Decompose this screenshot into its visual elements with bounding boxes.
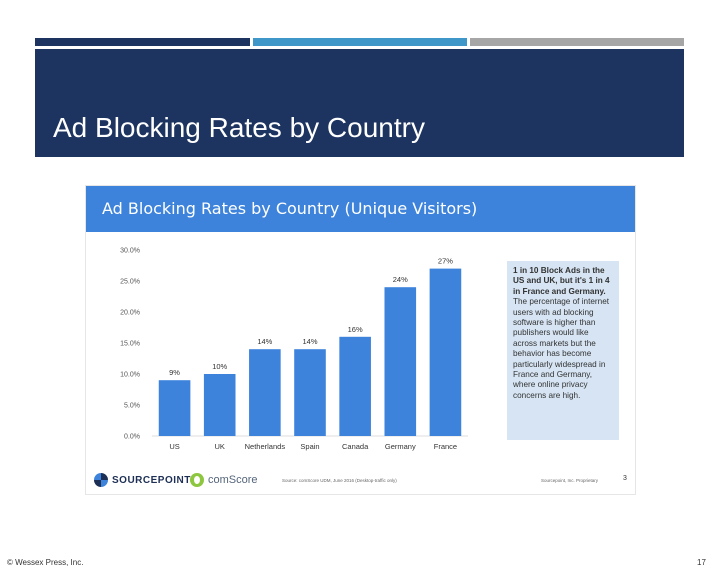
data-label: 9% xyxy=(169,368,180,377)
x-tick-label: US xyxy=(169,442,179,451)
x-tick-label: Netherlands xyxy=(245,442,286,451)
x-tick-label: UK xyxy=(215,442,225,451)
bar xyxy=(339,336,371,436)
bar xyxy=(294,349,326,436)
source-note: Source: comScore UDM, June 2016 (Desktop… xyxy=(282,478,397,483)
chart-header: Ad Blocking Rates by Country (Unique Vis… xyxy=(86,186,635,232)
comscore-logo-text: comScore xyxy=(208,474,258,486)
y-tick-label: 30.0% xyxy=(120,248,140,255)
callout-body: The percentage of internet users with ad… xyxy=(513,297,610,400)
y-tick-label: 20.0% xyxy=(120,310,140,317)
x-tick-label: Germany xyxy=(385,442,416,451)
title-band: Ad Blocking Rates by Country xyxy=(35,49,684,157)
data-label: 10% xyxy=(212,362,227,371)
callout-headline: 1 in 10 Block Ads in the US and UK, but … xyxy=(513,266,610,296)
data-label: 14% xyxy=(302,337,317,346)
slide-number: 17 xyxy=(697,558,706,567)
x-tick-label: France xyxy=(434,442,457,451)
data-label: 27% xyxy=(438,257,453,266)
x-tick-label: Spain xyxy=(300,442,319,451)
accent-bar-blue xyxy=(253,38,467,46)
copyright-footer: © Wessex Press, Inc. xyxy=(7,558,84,567)
y-tick-label: 25.0% xyxy=(120,279,140,286)
callout-box: 1 in 10 Block Ads in the US and UK, but … xyxy=(507,261,619,440)
bar xyxy=(158,380,191,436)
y-tick-label: 10.0% xyxy=(120,372,140,379)
embed-page-number: 3 xyxy=(623,475,627,482)
chart-footer: SOURCEPOINT comScore Source: comScore UD… xyxy=(86,470,635,490)
bar xyxy=(249,349,281,436)
sourcepoint-logo-icon xyxy=(94,473,108,487)
accent-bar-navy xyxy=(35,38,250,46)
embedded-chart-image: Ad Blocking Rates by Country (Unique Vis… xyxy=(85,185,636,495)
chart-title: Ad Blocking Rates by Country (Unique Vis… xyxy=(102,199,478,218)
y-tick-label: 15.0% xyxy=(120,341,140,348)
data-label: 14% xyxy=(257,337,272,346)
slide-title: Ad Blocking Rates by Country xyxy=(53,112,425,143)
y-tick-label: 5.0% xyxy=(124,403,140,410)
x-tick-label: Canada xyxy=(342,442,369,451)
data-label: 24% xyxy=(393,275,408,284)
proprietary-note: Sourcepoint, Inc. Proprietary xyxy=(541,478,599,483)
sourcepoint-logo: SOURCEPOINT xyxy=(94,473,191,487)
bar xyxy=(429,268,462,436)
bar xyxy=(203,374,236,436)
y-tick-label: 0.0% xyxy=(124,434,140,441)
sourcepoint-logo-text: SOURCEPOINT xyxy=(112,474,191,486)
data-label: 16% xyxy=(348,325,363,334)
accent-bar-gray xyxy=(470,38,684,46)
bar xyxy=(384,287,417,436)
comscore-logo-icon xyxy=(190,473,204,487)
bar-chart: 0.0% 5.0% 10.0% 15.0% 20.0% 25.0% 30.0% 9% US 10%… xyxy=(120,248,468,451)
comscore-logo: comScore xyxy=(190,473,258,487)
